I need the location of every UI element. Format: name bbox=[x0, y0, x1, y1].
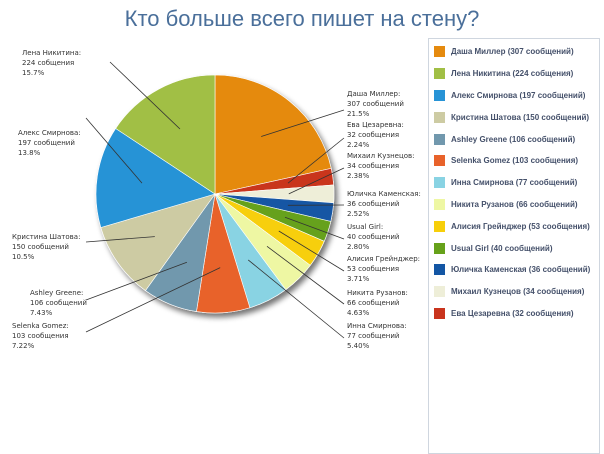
legend-swatch bbox=[434, 112, 445, 123]
legend-label: Инна Смирнова (77 сообщений) bbox=[451, 178, 577, 187]
legend-label: Михаил Кузнецов (34 сообщения) bbox=[451, 287, 584, 296]
legend-swatch bbox=[434, 221, 445, 232]
legend-label: Ashley Greene (106 сообщений) bbox=[451, 135, 575, 144]
legend: Даша Миллер (307 сообщений) Лена Никитина… bbox=[428, 38, 600, 454]
legend-label: Selenka Gomez (103 сообщения) bbox=[451, 156, 578, 165]
legend-item: Selenka Gomez (103 сообщения) bbox=[429, 150, 599, 172]
legend-label: Никита Рузанов (66 сообщений) bbox=[451, 200, 578, 209]
legend-item: Юличка Каменская (36 сообщений) bbox=[429, 259, 599, 281]
legend-item: Кристина Шатова (150 сообщений) bbox=[429, 106, 599, 128]
legend-swatch bbox=[434, 155, 445, 166]
legend-item: Никита Рузанов (66 сообщений) bbox=[429, 194, 599, 216]
legend-swatch bbox=[434, 134, 445, 145]
legend-swatch bbox=[434, 264, 445, 275]
legend-label: Ева Цезаревна (32 сообщения) bbox=[451, 309, 574, 318]
legend-label: Алекс Смирнова (197 сообщений) bbox=[451, 91, 585, 100]
legend-label: Алисия Грейнджер (53 сообщения) bbox=[451, 222, 590, 231]
legend-item: Ева Цезаревна (32 сообщения) bbox=[429, 303, 599, 325]
legend-item: Инна Смирнова (77 сообщений) bbox=[429, 172, 599, 194]
legend-swatch bbox=[434, 46, 445, 57]
legend-item: Лена Никитина (224 собщения) bbox=[429, 63, 599, 85]
legend-swatch bbox=[434, 68, 445, 79]
legend-item: Ashley Greene (106 сообщений) bbox=[429, 128, 599, 150]
legend-item: Даша Миллер (307 сообщений) bbox=[429, 41, 599, 63]
legend-label: Usual Girl (40 сообщений) bbox=[451, 244, 553, 253]
legend-item: Алисия Грейнджер (53 сообщения) bbox=[429, 215, 599, 237]
legend-label: Лена Никитина (224 собщения) bbox=[451, 69, 573, 78]
pie-slices bbox=[96, 75, 334, 313]
legend-swatch bbox=[434, 308, 445, 319]
legend-label: Юличка Каменская (36 сообщений) bbox=[451, 265, 590, 274]
legend-swatch bbox=[434, 199, 445, 210]
legend-item: Михаил Кузнецов (34 сообщения) bbox=[429, 281, 599, 303]
legend-label: Кристина Шатова (150 сообщений) bbox=[451, 113, 589, 122]
legend-label: Даша Миллер (307 сообщений) bbox=[451, 47, 574, 56]
legend-swatch bbox=[434, 286, 445, 297]
legend-item: Алекс Смирнова (197 сообщений) bbox=[429, 85, 599, 107]
legend-swatch bbox=[434, 177, 445, 188]
legend-item: Usual Girl (40 сообщений) bbox=[429, 237, 599, 259]
legend-swatch bbox=[434, 243, 445, 254]
legend-swatch bbox=[434, 90, 445, 101]
